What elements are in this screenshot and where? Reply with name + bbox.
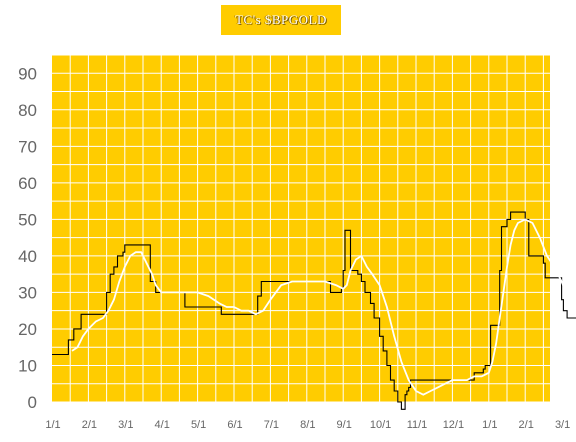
y-tick-label: 80 [18, 101, 37, 120]
y-tick-label: 50 [18, 210, 37, 229]
x-tick-label: 9/1 [337, 419, 352, 431]
y-axis-ticks: 0 10 20 30 40 50 60 70 80 90 [18, 64, 37, 412]
y-tick-label: 70 [18, 137, 37, 156]
x-tick-label: 1/1 [482, 419, 497, 431]
chart-title-box: TC's $BPGOLD [221, 5, 341, 35]
x-axis-ticks: 1/1 2/1 3/1 4/1 5/1 6/1 7/1 8/1 9/1 10/1 11/1 12/1 1… [45, 419, 570, 431]
x-tick-label: 8/1 [300, 419, 315, 431]
x-tick-label: 4/1 [155, 419, 170, 431]
y-tick-label: 60 [18, 174, 37, 193]
plot-background [52, 55, 550, 402]
x-tick-label: 1/1 [45, 419, 60, 431]
x-tick-label: 5/1 [191, 419, 206, 431]
x-tick-label: 3/1 [555, 419, 570, 431]
y-tick-label: 90 [18, 64, 37, 83]
series-group [52, 211, 576, 410]
x-tick-label: 2/1 [519, 419, 534, 431]
series-smooth-line [71, 218, 576, 396]
x-tick-label: 12/1 [443, 419, 464, 431]
y-tick-label: 10 [18, 356, 37, 375]
y-tick-label: 40 [18, 247, 37, 266]
x-tick-label: 11/1 [407, 419, 428, 431]
x-tick-label: 2/1 [82, 419, 97, 431]
x-tick-label: 6/1 [227, 419, 242, 431]
y-tick-label: 30 [18, 283, 37, 302]
x-tick-label: 7/1 [264, 419, 279, 431]
x-tick-label: 10/1 [370, 419, 391, 431]
grid-lines [52, 54, 550, 403]
y-tick-label: 20 [18, 320, 37, 339]
y-tick-label: 0 [28, 393, 37, 412]
x-tick-label: 3/1 [118, 419, 133, 431]
chart-title: TC's $BPGOLD [235, 12, 327, 27]
